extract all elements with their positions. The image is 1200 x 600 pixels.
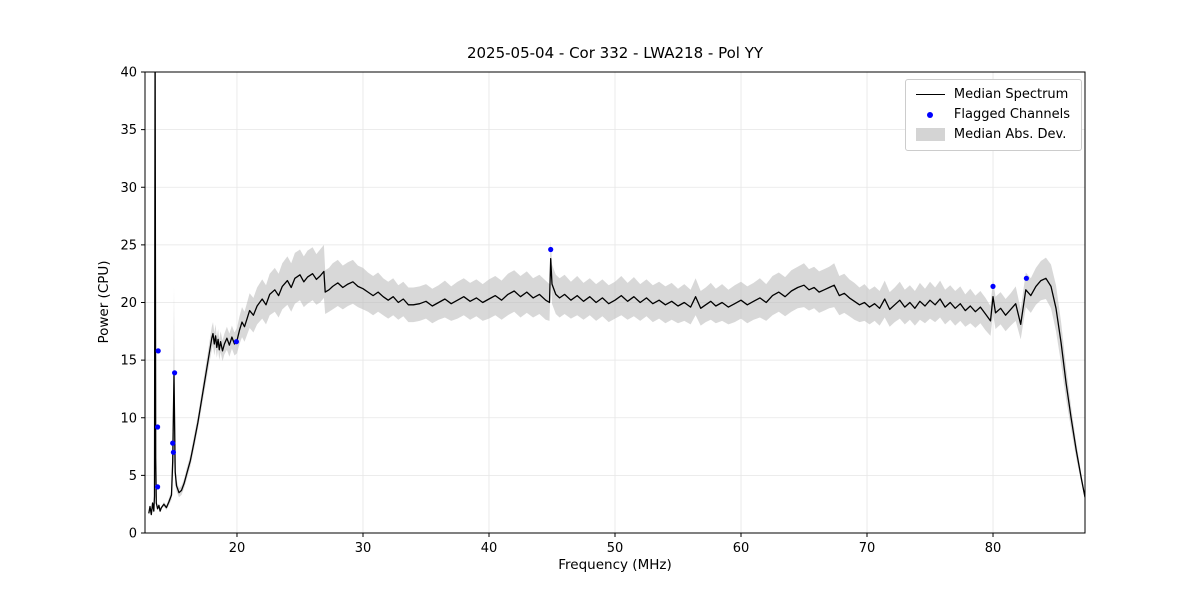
chart-title: 2025-05-04 - Cor 332 - LWA218 - Pol YY	[466, 44, 764, 62]
median-spectrum-line	[148, 72, 1085, 516]
x-axis-ticks: 20 30 40 50 60 70 80	[229, 533, 1002, 556]
x-tick-label: 70	[859, 541, 876, 556]
legend-label: Median Spectrum	[953, 87, 1069, 102]
flagged-point	[172, 370, 178, 376]
x-axis-label: Frequency (MHz)	[558, 557, 672, 573]
legend-entry-median-spectrum: Median Spectrum	[915, 87, 1070, 102]
flagged-point	[170, 449, 176, 455]
flagged-point	[1023, 275, 1029, 281]
y-tick-label: 35	[120, 123, 137, 138]
flagged-point	[155, 348, 161, 354]
y-tick-label: 15	[120, 354, 137, 369]
flagged-point	[170, 440, 176, 446]
y-tick-label: 10	[120, 411, 137, 426]
flagged-point	[233, 339, 239, 345]
y-tick-label: 20	[120, 296, 137, 311]
flagged-point	[990, 283, 996, 289]
flagged-point	[155, 424, 161, 430]
flagged-point	[155, 484, 161, 490]
y-tick-label: 5	[129, 469, 137, 484]
patch-swatch-icon	[915, 128, 945, 141]
y-axis-ticks: 0 5 10 15 20 25 30 35 40	[120, 66, 145, 542]
legend: Median Spectrum Flagged Channels Median …	[904, 79, 1082, 151]
x-tick-label: 80	[985, 541, 1002, 556]
y-tick-label: 30	[120, 181, 137, 196]
x-tick-label: 60	[733, 541, 750, 556]
mad-band	[148, 72, 1085, 516]
flagged-point	[548, 246, 554, 253]
y-tick-label: 25	[120, 238, 137, 253]
flagged-channels	[155, 246, 1029, 490]
legend-entry-median-abs-dev: Median Abs. Dev.	[915, 127, 1070, 142]
x-tick-label: 30	[355, 541, 372, 556]
legend-entry-flagged-channels: Flagged Channels	[916, 107, 1070, 122]
x-tick-label: 20	[229, 541, 246, 556]
legend-label: Flagged Channels	[953, 107, 1070, 122]
line-swatch-icon	[915, 94, 945, 95]
y-tick-label: 0	[129, 527, 137, 542]
x-tick-label: 40	[481, 541, 498, 556]
y-axis-label: Power (CPU)	[96, 260, 112, 344]
x-tick-label: 50	[607, 541, 624, 556]
dot-swatch-icon	[916, 111, 945, 118]
legend-label: Median Abs. Dev.	[953, 127, 1067, 142]
y-tick-label: 40	[120, 66, 137, 81]
